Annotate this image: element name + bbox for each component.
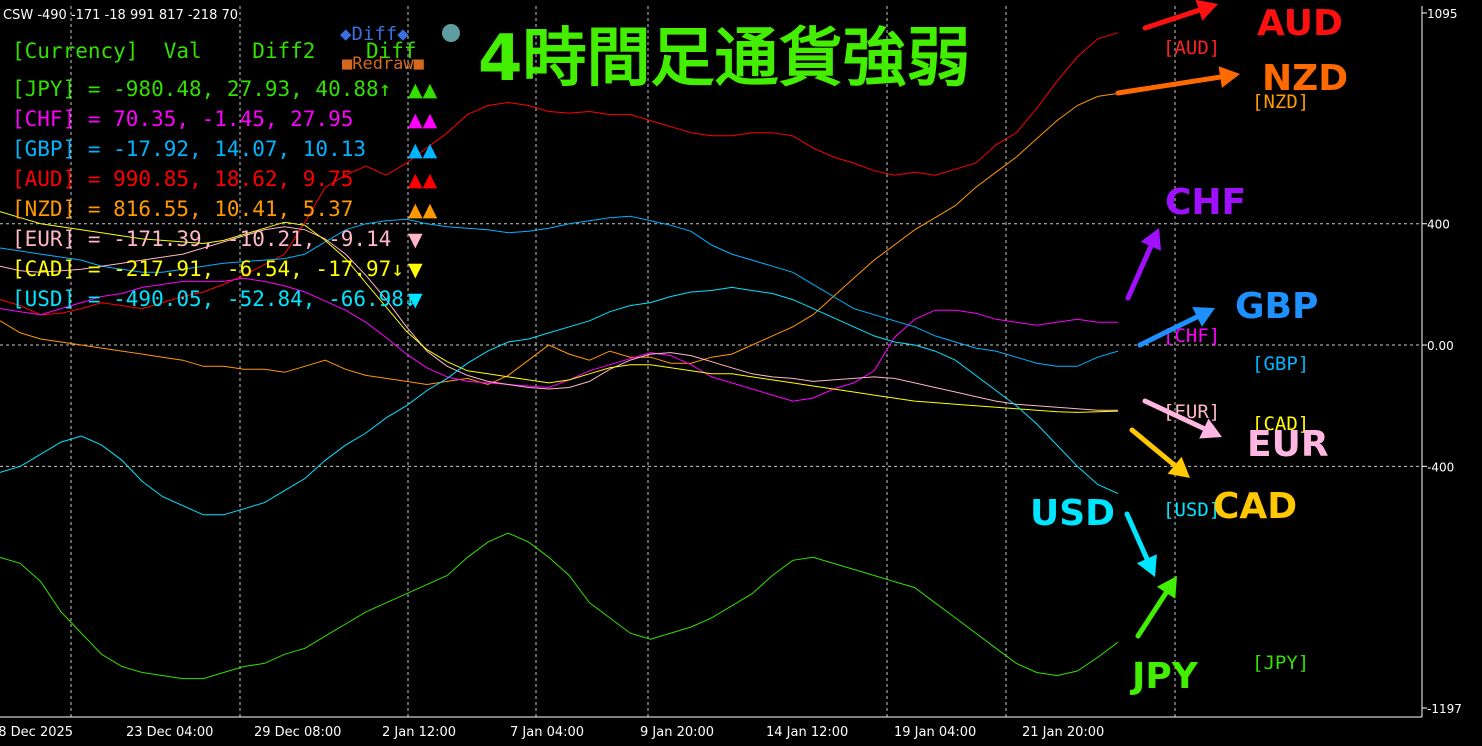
arrow-shaft-aud: [1142, 7, 1202, 31]
redraw-button[interactable]: ■Redraw■: [342, 54, 425, 74]
x-tick-label: 2 Jan 12:00: [382, 725, 456, 740]
series-line-jpy: [0, 532, 1119, 680]
series-line-chf: [0, 277, 1118, 402]
x-tick-label: 18 Dec 2025: [0, 725, 73, 740]
panel-row-arrows: ▲▲: [408, 169, 438, 191]
tag-cad: [CAD]: [1252, 413, 1309, 435]
currency-panel: [Currency] Val Diff2 Diff ◆Diff◆ ■Redraw…: [12, 23, 460, 311]
annotation-label-cad: CAD: [1213, 486, 1297, 527]
panel-row-4: [NZD] = 816.55, 10.41, 5.37: [12, 197, 353, 221]
panel-row-1: [CHF] = 70.35, -1.45, 27.95: [12, 107, 353, 131]
arrow-icon-chf: [1140, 228, 1161, 251]
series-lines: [0, 32, 1119, 680]
window-info: CSW -490 -171 -18 991 817 -218 70: [3, 8, 238, 23]
x-tick-label: 9 Jan 20:00: [640, 725, 714, 740]
arrow-icon-usd: [1136, 554, 1157, 577]
x-tick-label: 7 Jan 04:00: [510, 725, 584, 740]
annotation-label-chf: CHF: [1165, 182, 1246, 223]
series-line-nzd: [0, 92, 1119, 386]
arrow-icon-eur: [1199, 418, 1222, 439]
panel-row-arrows: ▲▲: [408, 199, 438, 221]
panel-row-3: [AUD] = 990.85, 18.62, 9.75: [12, 167, 353, 191]
series-line-aud: [0, 32, 1119, 316]
annotation-label-usd: USD: [1030, 493, 1115, 534]
tag-nzd: [NZD]: [1252, 91, 1309, 113]
page-title: 4時間足通貨強弱: [478, 22, 971, 96]
tag-aud: [AUD]: [1163, 37, 1220, 59]
arrow-shaft-usd: [1124, 511, 1150, 562]
panel-header: [Currency] Val Diff2 Diff: [12, 39, 417, 63]
y-tick-label: 400: [1427, 218, 1450, 232]
x-tick-label: 29 Dec 08:00: [254, 725, 341, 740]
y-tick-label: -1197: [1427, 702, 1462, 716]
arrow-shaft-jpy: [1135, 590, 1169, 639]
arrow-icon-aud: [1195, 0, 1218, 21]
arrow-icon-nzd: [1218, 66, 1240, 88]
panel-row-0: [JPY] = -980.48, 27.93, 40.88↑: [12, 77, 391, 101]
panel-row-arrows: ▼: [408, 259, 423, 281]
panel-row-7: [USD] = -490.05, -52.84, -66.98↓: [12, 287, 417, 311]
panel-row-2: [GBP] = -17.92, 14.07, 10.13: [12, 137, 366, 161]
arrow-icon-cad: [1167, 456, 1190, 478]
panel-row-5: [EUR] = -171.39, -10.21, -9.14: [12, 227, 391, 251]
y-tick-label: -400: [1427, 460, 1454, 474]
arrow-shaft-cad: [1129, 427, 1178, 468]
grid-lines: [0, 6, 1422, 717]
annotations: AUD NZD CHF GBP EUR CAD USD JPY: [1030, 0, 1348, 697]
panel-row-6: [CAD] = -217.91, -6.54, -17.97↓: [12, 257, 404, 281]
diff-button[interactable]: ◆Diff◆: [340, 23, 409, 45]
arrow-shaft-eur: [1142, 398, 1207, 432]
tag-jpy: [JPY]: [1252, 652, 1309, 674]
x-tick-label: 19 Jan 04:00: [894, 725, 976, 740]
panel-row-arrows: ▼: [408, 289, 423, 311]
panel-rows: [JPY] = -980.48, 27.93, 40.88↑ ▲▲ [CHF] = …: [12, 77, 438, 311]
annotation-label-jpy: JPY: [1129, 656, 1199, 697]
arrow-icon-jpy: [1156, 576, 1177, 599]
y-tick-label: 0.00: [1427, 339, 1454, 353]
series-line-usd: [0, 286, 1119, 516]
panel-row-arrows: ▲▲: [408, 139, 438, 161]
annotation-label-gbp: GBP: [1235, 286, 1318, 327]
panel-row-arrows: ▼: [408, 229, 423, 251]
series-line-cad: [0, 211, 1119, 413]
arrow-shaft-chf: [1125, 243, 1154, 301]
y-tick-label: 1095: [1427, 7, 1458, 21]
x-tick-label: 14 Jan 12:00: [766, 725, 848, 740]
x-axis-ticks: 18 Dec 2025 23 Dec 04:00 29 Dec 08:00 2 Jan…: [0, 725, 1104, 740]
tag-usd: [USD]: [1163, 499, 1220, 521]
tag-chf: [CHF]: [1163, 325, 1220, 347]
tag-gbp: [GBP]: [1252, 353, 1309, 375]
annotation-label-eur: EUR: [1247, 424, 1329, 465]
currency-tags: [AUD][NZD][CHF][GBP][EUR][CAD][USD][JPY]: [1163, 37, 1309, 674]
annotation-label-aud: AUD: [1257, 3, 1343, 44]
x-tick-label: 23 Dec 04:00: [126, 725, 213, 740]
arrow-shaft-nzd: [1115, 74, 1223, 96]
status-circle-icon: [442, 24, 460, 42]
annotation-label-nzd: NZD: [1262, 58, 1348, 99]
panel-row-arrows: ▲▲: [408, 79, 438, 101]
y-axis-ticks: 1095 400 0.00 -400 -1197: [1422, 7, 1462, 716]
arrow-icon-gbp: [1192, 307, 1215, 327]
series-line-eur: [0, 226, 1118, 411]
series-line-gbp: [0, 215, 1119, 367]
panel-row-arrows: ▲▲: [408, 109, 438, 131]
x-tick-label: 21 Jan 20:00: [1022, 725, 1104, 740]
arrow-shaft-gbp: [1137, 314, 1200, 348]
